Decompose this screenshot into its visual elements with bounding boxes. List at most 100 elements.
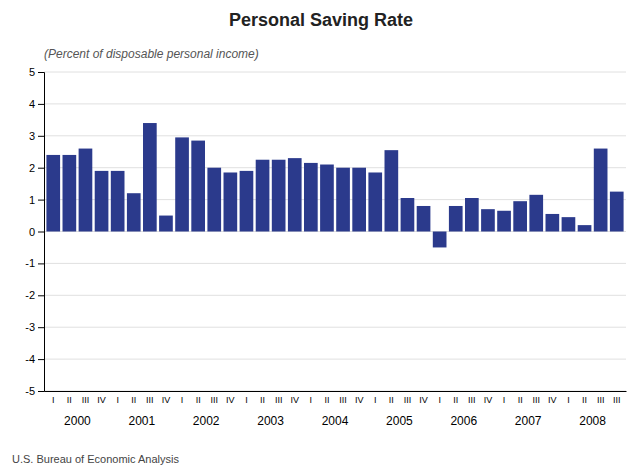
x-tick: II — [260, 395, 265, 405]
x-tick-label: I — [503, 395, 506, 405]
bar — [143, 123, 157, 231]
x-tick-label: III — [146, 395, 154, 405]
x-tick: IV — [355, 395, 364, 405]
bar — [529, 195, 543, 232]
y-tick: -4 — [25, 353, 44, 365]
x-tick: II — [389, 395, 394, 405]
bar — [401, 198, 415, 231]
y-tick-mark — [38, 295, 44, 296]
y-tick: 5 — [29, 66, 44, 78]
x-tick-label: III — [404, 395, 412, 405]
x-tick-label: IV — [162, 395, 171, 405]
x-tick-label: III — [275, 395, 283, 405]
x-tick-label: IV — [226, 395, 235, 405]
x-tick: II — [582, 395, 587, 405]
x-tick-label: IV — [419, 395, 428, 405]
x-tick-label: II — [518, 395, 523, 405]
bar — [288, 158, 302, 231]
bar — [336, 168, 350, 232]
bar — [240, 171, 254, 232]
x-tick-label: II — [389, 395, 394, 405]
x-tick: II — [518, 395, 523, 405]
x-tick: IV — [548, 395, 557, 405]
y-tick-label: 1 — [29, 194, 35, 206]
x-tick-label: I — [374, 395, 377, 405]
x-tick-label: I — [52, 395, 55, 405]
x-tick: I — [438, 395, 441, 405]
bar — [497, 211, 511, 232]
year-labels: 200020012002200320042005200620072008 — [64, 414, 606, 428]
source: U.S. Bureau of Economic Analysis — [12, 453, 179, 465]
x-tick-label: III — [613, 395, 621, 405]
x-tick-label: II — [582, 395, 587, 405]
y-tick-label: -3 — [25, 321, 35, 333]
bar — [610, 192, 624, 232]
y-tick-mark — [38, 391, 44, 392]
x-tick-label: III — [532, 395, 540, 405]
grid-line — [44, 263, 626, 264]
x-tick-label: I — [438, 395, 441, 405]
x-tick: II — [324, 395, 329, 405]
x-tick: I — [374, 395, 377, 405]
y-tick-label: 4 — [29, 98, 35, 110]
y-tick: 4 — [29, 98, 44, 110]
year-label: 2004 — [322, 414, 349, 428]
plot-area: -5-4-3-2-1012345IIIIIIIVIIIIIIIVIIIIIIIV… — [25, 66, 626, 428]
x-tick: III — [146, 395, 154, 405]
x-tick: II — [453, 395, 458, 405]
bar — [417, 206, 431, 232]
y-tick: 3 — [29, 130, 44, 142]
grid — [44, 72, 626, 391]
x-tick: III — [404, 395, 412, 405]
x-tick: III — [468, 395, 476, 405]
bar — [111, 171, 125, 232]
y-tick-mark — [38, 263, 44, 264]
title: Personal Saving Rate — [229, 10, 413, 30]
y-tick-label: 5 — [29, 66, 35, 78]
bar — [546, 214, 560, 232]
x-tick-label: III — [597, 395, 605, 405]
y-tick-label: 2 — [29, 162, 35, 174]
x-tick-label: III — [468, 395, 476, 405]
y-tick: -2 — [25, 289, 44, 301]
grid-line — [44, 103, 626, 104]
bar — [304, 163, 318, 232]
year-label: 2001 — [128, 414, 155, 428]
x-tick: III — [613, 395, 621, 405]
x-tick-label: II — [67, 395, 72, 405]
x-tick: III — [82, 395, 90, 405]
y-tick-mark — [38, 359, 44, 360]
x-tick-label: III — [82, 395, 90, 405]
x-tick-label: IV — [97, 395, 106, 405]
x-axis-line — [45, 391, 627, 392]
x-tick: I — [52, 395, 55, 405]
bar — [465, 198, 479, 231]
x-tick-label: II — [196, 395, 201, 405]
bar — [449, 206, 463, 232]
y-tick: -3 — [25, 321, 44, 333]
x-tick-label: IV — [290, 395, 299, 405]
y-tick-mark — [38, 136, 44, 137]
y-tick-mark — [38, 104, 44, 105]
grid-line — [44, 391, 626, 392]
x-tick: II — [67, 395, 72, 405]
y-tick-label: 0 — [29, 226, 35, 238]
x-axis: IIIIIIIVIIIIIIIVIIIIIIIVIIIIIIIVIIIIIIIV… — [45, 392, 627, 406]
bar — [368, 172, 382, 231]
grid-line — [44, 72, 626, 73]
x-tick-label: I — [310, 395, 313, 405]
x-tick: III — [210, 395, 218, 405]
year-label: 2000 — [64, 414, 91, 428]
bar — [46, 155, 60, 232]
x-tick: III — [532, 395, 540, 405]
bars — [46, 123, 623, 247]
x-tick-label: IV — [484, 395, 493, 405]
y-tick-label: 3 — [29, 130, 35, 142]
grid-line — [44, 359, 626, 360]
x-tick: IV — [290, 395, 299, 405]
x-tick-label: I — [245, 395, 248, 405]
bar — [79, 149, 93, 232]
x-tick: I — [503, 395, 506, 405]
y-tick-label: -2 — [25, 289, 35, 301]
bar — [433, 232, 447, 248]
